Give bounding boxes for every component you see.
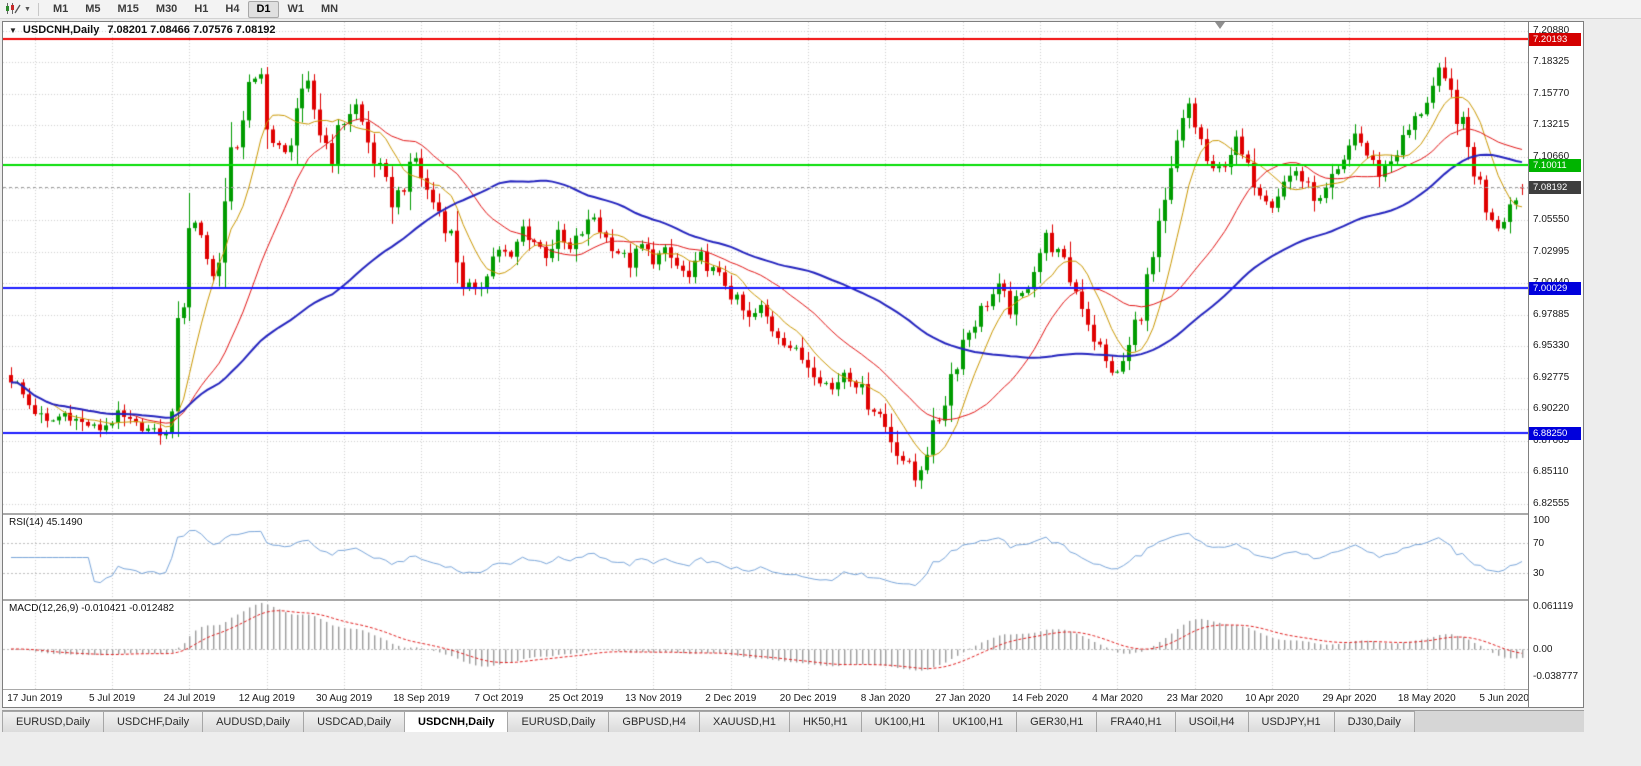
- chart-tab-fra40-h1[interactable]: FRA40,H1: [1097, 711, 1176, 732]
- chart-tab-usdcad-daily[interactable]: USDCAD,Daily: [304, 711, 406, 732]
- date-tick-label: 8 Jan 2020: [860, 693, 911, 704]
- price-tick-label: 7.05550: [1533, 214, 1570, 225]
- date-tick-label: 14 Feb 2020: [1012, 693, 1069, 704]
- current-price-badge: 7.08192: [1529, 181, 1581, 195]
- chart-title: ▼ USDCNH,Daily 7.08201 7.08466 7.07576 7…: [9, 24, 276, 36]
- rsi-level-label: 70: [1533, 537, 1545, 549]
- collapse-triangle-icon[interactable]: ▼: [9, 25, 17, 35]
- price-tick-label: 7.13215: [1533, 119, 1570, 131]
- rsi-label: RSI(14) 45.1490: [9, 517, 83, 528]
- timeframe-toolbar: ▼ M1 M5 M15 M30 H1 H4 D1 W1 MN: [0, 0, 1641, 19]
- chart-edit-icon[interactable]: [5, 2, 21, 16]
- timeframe-d1-button[interactable]: D1: [248, 0, 279, 18]
- chart-tab-eurusd-daily[interactable]: EURUSD,Daily: [508, 711, 610, 732]
- chevron-down-icon[interactable]: ▼: [24, 5, 31, 13]
- timeframe-h1-button[interactable]: H1: [194, 2, 209, 15]
- chart-tab-usdcnh-daily[interactable]: USDCNH,Daily: [405, 711, 509, 732]
- price-tick-label: 7.15770: [1533, 87, 1570, 99]
- date-axis[interactable]: 17 Jun 2019 5 Jul 2019 24 Jul 2019 12 Aug 2…: [3, 689, 1529, 707]
- price-tick-label: 6.92775: [1533, 371, 1570, 383]
- price-tick-label: 7.10660: [1533, 150, 1570, 162]
- chart-tab-uk100-h1[interactable]: UK100,H1: [861, 711, 940, 732]
- chart-symbol-label: USDCNH,Daily: [22, 24, 100, 36]
- timeframe-m1-button[interactable]: M1: [52, 2, 69, 15]
- main-chart-canvas[interactable]: [3, 22, 1528, 513]
- date-tick-label: 5 Jul 2019: [89, 693, 136, 704]
- macd-label: MACD(12,26,9) -0.010421 -0.012482: [9, 603, 175, 614]
- date-tick-label: 5 Jun 2020: [1479, 693, 1529, 704]
- date-tick-label: 24 Jul 2019: [163, 693, 216, 704]
- price-tick-label: 6.82555: [1533, 497, 1570, 509]
- chart-tab-usdjpy-h1[interactable]: USDJPY,H1: [1248, 711, 1335, 732]
- main-chart-panel[interactable]: ▼ USDCNH,Daily 7.08201 7.08466 7.07576 7…: [3, 22, 1528, 513]
- chart-ohlc-values: 7.08201 7.08466 7.07576 7.08192: [107, 24, 276, 36]
- timeframe-buttons: M1 M5 M15 M30 H1 H4 D1 W1 MN: [45, 0, 346, 18]
- timeframe-m15-button[interactable]: M15: [117, 2, 139, 15]
- rsi-panel[interactable]: RSI(14) 45.1490: [3, 515, 1528, 599]
- chart-tab-xauusd-h1[interactable]: XAUUSD,H1: [699, 711, 790, 732]
- chart-shift-marker[interactable]: [1215, 22, 1225, 29]
- rsi-level-label: 100: [1533, 515, 1550, 526]
- price-tick-label: 7.02995: [1533, 245, 1570, 257]
- date-tick-label: 7 Oct 2019: [474, 693, 524, 704]
- chart-tab-hk50-h1[interactable]: HK50,H1: [789, 711, 862, 732]
- price-level-badge: 7.10011: [1529, 158, 1581, 172]
- date-tick-label: 20 Dec 2019: [779, 693, 837, 704]
- date-tick-label: 18 May 2020: [1397, 693, 1456, 704]
- chart-tab-ger30-h1[interactable]: GER30,H1: [1017, 711, 1098, 732]
- macd-axis-label: 0.00: [1533, 644, 1553, 655]
- price-tick-label: 7.18325: [1533, 56, 1570, 68]
- date-tick-label: 4 Mar 2020: [1092, 693, 1143, 704]
- timeframe-mn-button[interactable]: MN: [321, 2, 339, 15]
- timeframe-h4-button[interactable]: H4: [225, 2, 240, 15]
- timeframe-m30-button[interactable]: M30: [155, 2, 178, 15]
- chart-tab-usdchf-daily[interactable]: USDCHF,Daily: [103, 711, 204, 732]
- toolbar-separator: [37, 2, 39, 16]
- macd-axis-label: -0.038777: [1533, 671, 1579, 683]
- timeframe-w1-button[interactable]: W1: [287, 2, 305, 15]
- chart-tab-gbpusd-h4[interactable]: GBPUSD,H4: [609, 711, 700, 732]
- date-tick-label: 25 Oct 2019: [548, 693, 604, 704]
- panel-divider[interactable]: [3, 513, 1583, 515]
- price-level-badge: 7.00029: [1529, 282, 1581, 296]
- date-tick-label: 12 Aug 2019: [238, 693, 295, 704]
- macd-axis-label: 0.061119: [1533, 601, 1574, 613]
- rsi-level-label: 30: [1533, 567, 1545, 579]
- chart-tab-dj30-daily[interactable]: DJ30,Daily: [1334, 711, 1415, 732]
- price-tick-label: 6.95330: [1533, 340, 1570, 352]
- chart-window: ▼ USDCNH,Daily 7.08201 7.08466 7.07576 7…: [2, 21, 1584, 708]
- date-tick-label: 23 Mar 2020: [1166, 693, 1223, 704]
- date-tick-label: 13 Nov 2019: [625, 693, 682, 704]
- macd-panel[interactable]: MACD(12,26,9) -0.010421 -0.012482: [3, 601, 1528, 689]
- date-tick-label: 29 Apr 2020: [1322, 693, 1377, 704]
- chart-tab-uk100-h1[interactable]: UK100,H1: [939, 711, 1018, 732]
- date-tick-label: 30 Aug 2019: [316, 693, 373, 704]
- price-tick-label: 7.20880: [1533, 24, 1570, 36]
- timeframe-m5-button[interactable]: M5: [85, 2, 101, 15]
- date-tick-label: 17 Jun 2019: [7, 693, 63, 704]
- price-level-badge: 6.88250: [1529, 427, 1581, 441]
- chart-tab-audusd-daily[interactable]: AUDUSD,Daily: [203, 711, 305, 732]
- price-tick-label: 6.90220: [1533, 403, 1570, 415]
- date-tick-label: 2 Dec 2019: [705, 693, 757, 704]
- panel-divider[interactable]: [3, 599, 1583, 601]
- chart-tab-eurusd-daily[interactable]: EURUSD,Daily: [2, 711, 104, 732]
- price-axis[interactable]: 7.20880 7.18325 7.15770 7.13215 7.10660 7.081…: [1528, 22, 1583, 707]
- chart-tabs-bar: EURUSD,Daily USDCHF,Daily AUDUSD,Daily USDC…: [2, 710, 1584, 732]
- date-tick-label: 27 Jan 2020: [935, 693, 991, 704]
- price-tick-label: 6.97885: [1533, 308, 1570, 320]
- price-tick-label: 6.85110: [1533, 466, 1569, 478]
- macd-canvas[interactable]: [3, 601, 1528, 689]
- date-tick-label: 18 Sep 2019: [393, 693, 450, 704]
- price-level-badge: 7.20193: [1529, 33, 1581, 47]
- chart-tab-usoil-h4[interactable]: USOil,H4: [1175, 711, 1249, 732]
- date-tick-label: 10 Apr 2020: [1245, 693, 1300, 704]
- rsi-canvas[interactable]: [3, 515, 1528, 599]
